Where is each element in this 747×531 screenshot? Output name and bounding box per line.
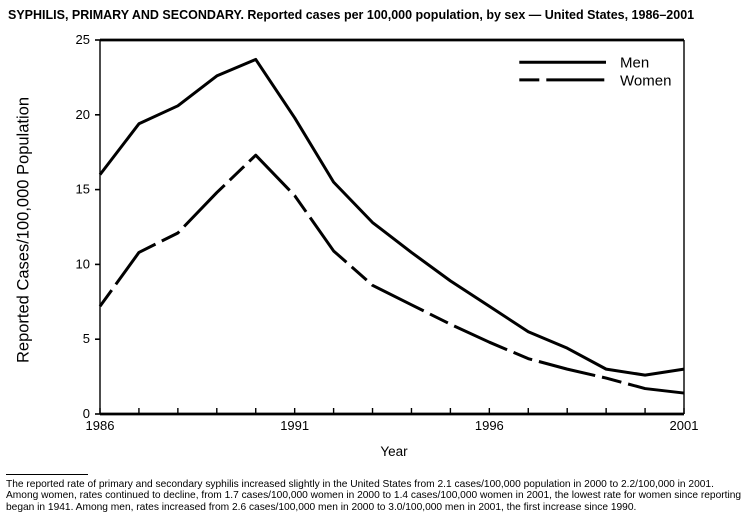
svg-text:Women: Women (620, 72, 671, 89)
svg-text:20: 20 (76, 107, 90, 122)
svg-text:2001: 2001 (670, 418, 699, 433)
svg-text:Men: Men (620, 55, 649, 72)
svg-text:1991: 1991 (280, 418, 309, 433)
svg-text:5: 5 (83, 331, 90, 346)
svg-text:1996: 1996 (475, 418, 504, 433)
svg-text:1986: 1986 (86, 418, 115, 433)
svg-text:15: 15 (76, 182, 90, 197)
svg-text:25: 25 (76, 32, 90, 47)
svg-text:10: 10 (76, 256, 90, 271)
